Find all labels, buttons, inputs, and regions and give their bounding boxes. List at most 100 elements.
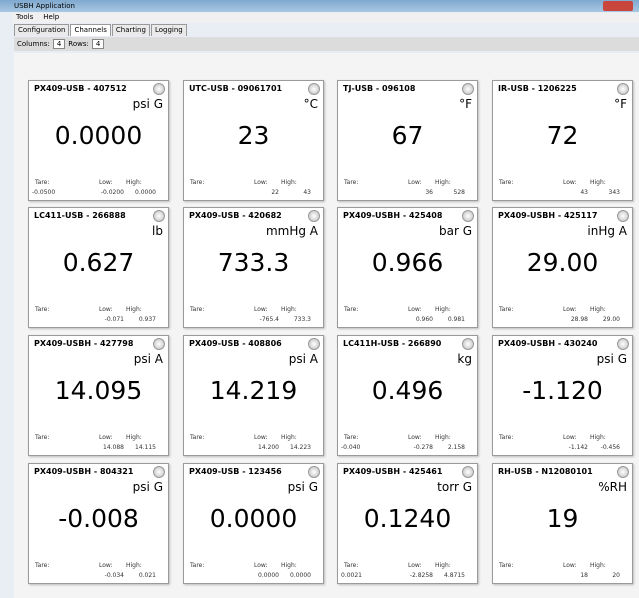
low-value: 0.0000	[258, 572, 279, 579]
unit: %RH	[598, 480, 627, 494]
grid-controls: Columns: 4 Rows: 4	[14, 37, 639, 51]
channel-name: PX409-USB - 407512	[34, 84, 127, 93]
channel-name: RH-USB - N12080101	[498, 467, 593, 476]
high-value: 29.00	[602, 316, 620, 323]
high-value: 14.223	[290, 444, 311, 451]
status-indicator	[308, 210, 320, 222]
unit: lb	[152, 224, 163, 238]
high-value: 14.115	[135, 444, 156, 451]
unit: bar G	[438, 224, 472, 238]
status-indicator	[153, 466, 165, 478]
tare-label: Tare:	[35, 562, 50, 569]
channel-card: UTC-USB - 09061701 °C 23 Tare: Low: 22 High: 43	[183, 80, 324, 201]
status-indicator	[617, 466, 629, 478]
low-value: 14.088	[103, 444, 124, 451]
low-value: 22	[271, 189, 279, 196]
high-label: High:	[435, 306, 451, 313]
high-label: High:	[281, 306, 297, 313]
high-label: High:	[590, 306, 606, 313]
unit: kg	[457, 352, 472, 366]
tab[interactable]: Logging	[150, 24, 187, 36]
status-indicator	[153, 338, 165, 350]
low-label: Low:	[563, 179, 577, 186]
tab[interactable]: Charting	[111, 24, 150, 36]
columns-input[interactable]: 4	[52, 39, 66, 49]
channel-name: PX409-USBH - 430240	[498, 339, 598, 348]
unit: inHg A	[587, 224, 627, 238]
low-value: -0.278	[413, 444, 433, 451]
tare-label: Tare:	[35, 434, 50, 441]
columns-label: Columns:	[17, 40, 50, 48]
high-label: High:	[435, 179, 451, 186]
status-indicator	[617, 210, 629, 222]
tare-value: 0.0021	[341, 572, 362, 579]
high-value: 343	[608, 189, 620, 196]
high-value: 0.937	[138, 316, 156, 323]
menu-item[interactable]: Help	[43, 13, 60, 21]
high-label: High:	[590, 562, 606, 569]
low-value: 28.98	[570, 316, 588, 323]
close-button[interactable]	[603, 1, 633, 11]
high-value: 2.158	[447, 444, 465, 451]
low-value: -0.071	[104, 316, 124, 323]
tare-value: -0.0500	[32, 189, 56, 196]
reading: 0.1240	[363, 504, 452, 533]
unit: psi G	[132, 480, 163, 494]
channel-name: PX409-USBH - 804321	[34, 467, 134, 476]
low-value: -1.142	[568, 444, 588, 451]
channel-card: TJ-USB - 096108 °F 67 Tare: Low: 36 High: 528	[337, 80, 478, 201]
reading: 14.095	[54, 376, 143, 405]
low-value: -0.034	[104, 572, 124, 579]
status-indicator	[308, 83, 320, 95]
channel-card: IR-USB - 1206225 °F 72 Tare: Low: 43 High: 343	[492, 80, 633, 201]
tab[interactable]: Channels	[70, 24, 111, 36]
status-indicator	[308, 466, 320, 478]
tare-label: Tare:	[190, 306, 205, 313]
high-value: 4.8715	[444, 572, 465, 579]
unit: psi G	[596, 352, 627, 366]
reading: 67	[391, 121, 424, 150]
reading: 0.627	[62, 248, 135, 277]
low-label: Low:	[254, 306, 268, 313]
menu-item[interactable]: Tools	[16, 13, 34, 21]
tare-label: Tare:	[190, 562, 205, 569]
tare-label: Tare:	[344, 306, 359, 313]
high-label: High:	[281, 179, 297, 186]
tab[interactable]: Configuration	[14, 24, 70, 36]
high-value: 20	[612, 572, 620, 579]
low-value: -765.4	[259, 316, 279, 323]
low-label: Low:	[563, 562, 577, 569]
low-value: -2.8258	[409, 572, 433, 579]
high-label: High:	[281, 562, 297, 569]
channel-name: PX409-USBH - 425461	[343, 467, 443, 476]
unit: torr G	[437, 480, 472, 494]
low-value: 18	[580, 572, 588, 579]
tare-label: Tare:	[499, 179, 514, 186]
channel-name: PX409-USBH - 425408	[343, 211, 443, 220]
reading: 72	[546, 121, 579, 150]
reading: -1.120	[522, 376, 603, 405]
low-label: Low:	[408, 306, 422, 313]
unit: psi A	[288, 352, 318, 366]
rows-input[interactable]: 4	[91, 39, 105, 49]
reading: 29.00	[526, 248, 599, 277]
low-label: Low:	[99, 562, 113, 569]
title-bar: USBH Application	[0, 0, 639, 12]
reading: 0.966	[371, 248, 444, 277]
channel-card: PX409-USBH - 430240 psi G -1.120 Tare: Low: -…	[492, 335, 633, 456]
high-value: 0.981	[447, 316, 465, 323]
low-value: -0.0200	[100, 189, 124, 196]
reading: -0.008	[58, 504, 139, 533]
high-label: High:	[590, 434, 606, 441]
unit: °C	[303, 97, 318, 111]
channel-name: LC411-USB - 266888	[34, 211, 126, 220]
high-label: High:	[126, 562, 142, 569]
high-label: High:	[126, 179, 142, 186]
high-label: High:	[435, 562, 451, 569]
unit: °F	[614, 97, 627, 111]
low-value: 14.200	[258, 444, 279, 451]
tare-label: Tare:	[190, 434, 205, 441]
tare-label: Tare:	[499, 306, 514, 313]
channel-name: LC411H-USB - 266890	[343, 339, 442, 348]
channel-card: LC411-USB - 266888 lb 0.627 Tare: Low: -0.071…	[28, 207, 169, 328]
